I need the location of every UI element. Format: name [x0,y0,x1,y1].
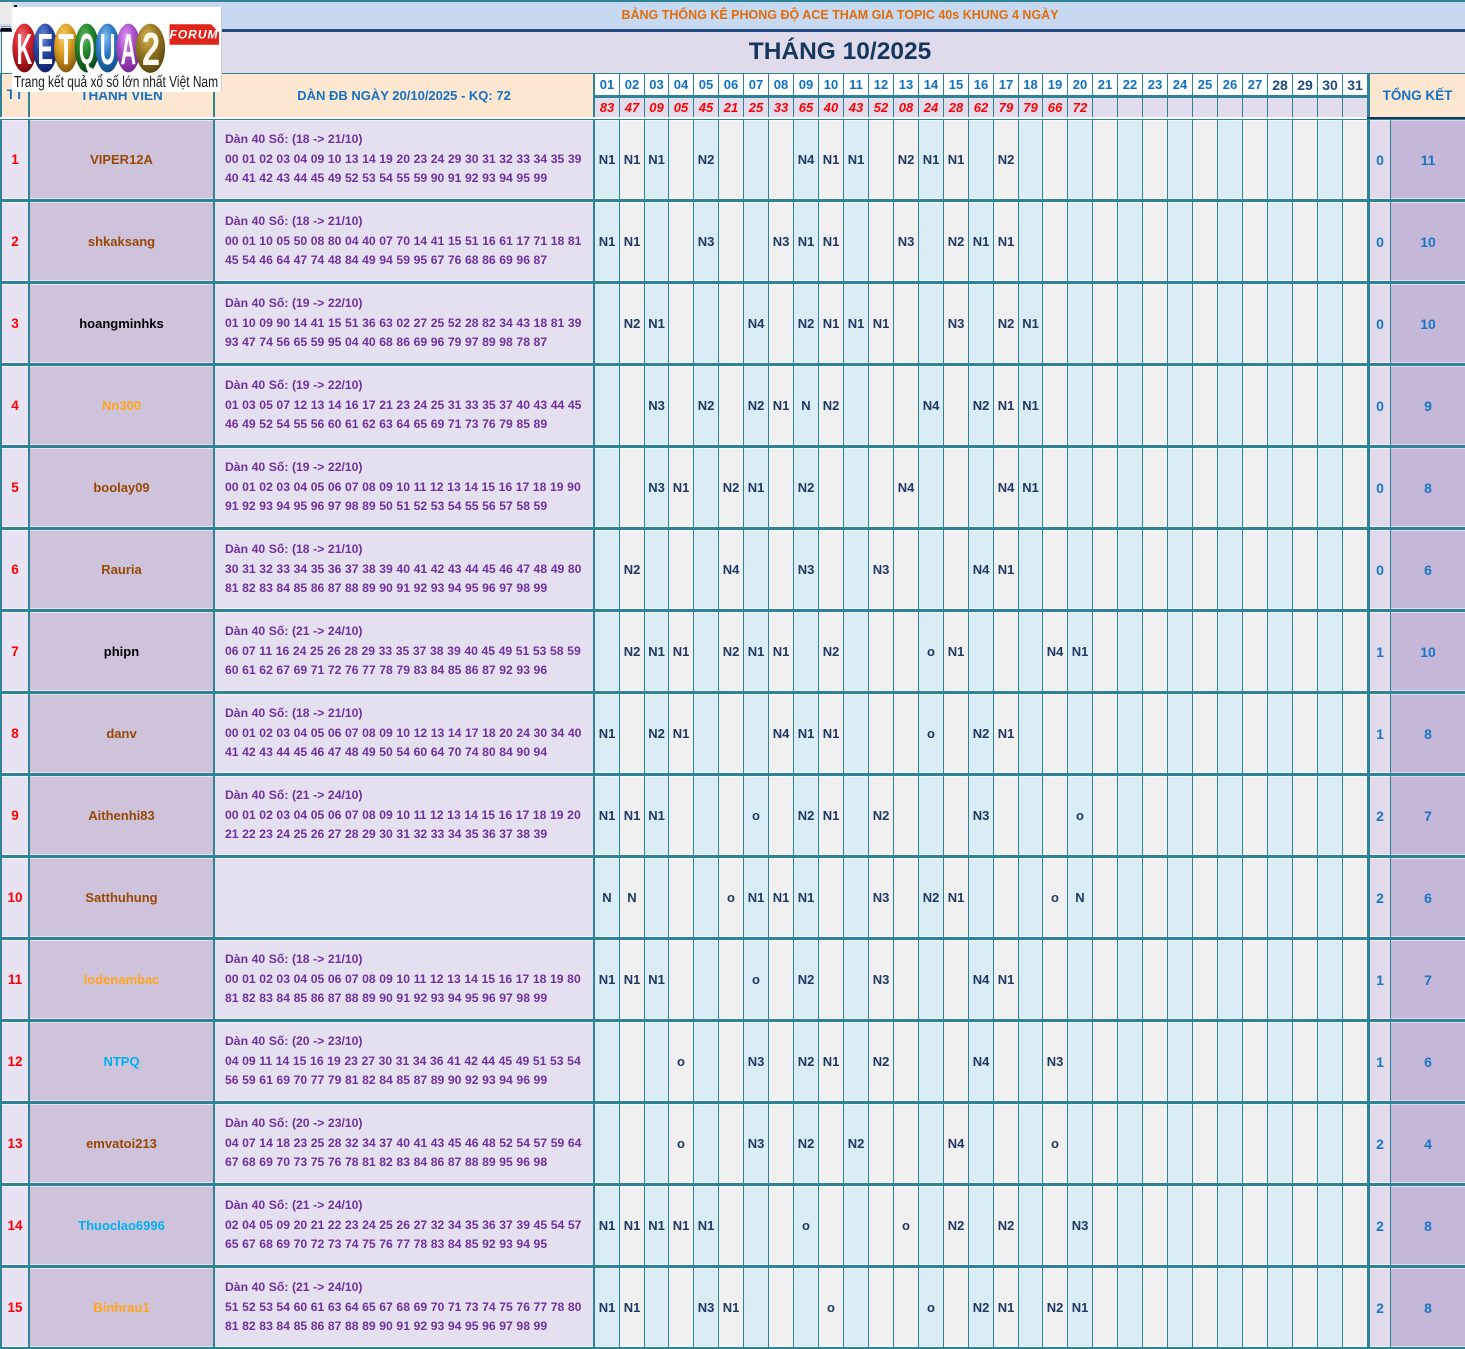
svg-text:K: K [16,25,32,74]
svg-text:Q: Q [79,25,95,74]
svg-text:T: T [58,25,74,74]
svg-text:Trang kết quả xổ số lớn nhất V: Trang kết quả xổ số lớn nhất Việt Nam [14,73,218,91]
svg-text:U: U [99,25,115,74]
svg-text:2: 2 [142,23,160,75]
svg-text:E: E [37,25,53,74]
svg-text:A: A [120,25,136,74]
svg-text:FORUM: FORUM [169,28,218,42]
